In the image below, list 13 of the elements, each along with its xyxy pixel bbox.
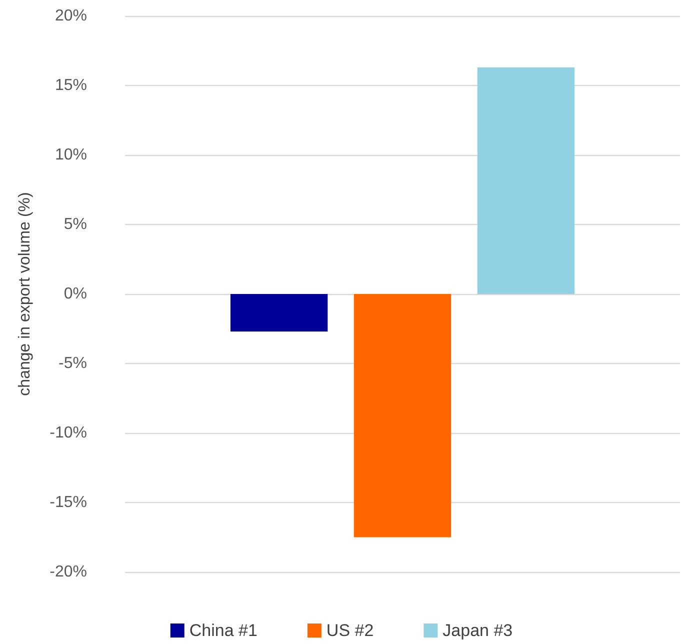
y-tick-label: 10% [54,146,87,164]
y-tick-label: 15% [54,77,87,94]
legend-label: US #2 [326,621,374,640]
y-tick-label: -5% [58,355,87,372]
y-axis-title: change in export volume (%) [16,192,34,396]
y-tick-label: -20% [50,564,87,580]
y-tick-label: -15% [50,494,87,511]
y-tick-label: -10% [50,424,87,442]
y-tick-label: 20% [54,8,87,24]
legend-label: China #1 [189,621,258,640]
legend-label: Japan #3 [442,621,513,640]
y-tick-label: 5% [64,216,87,233]
y-tick-label: 0% [64,286,87,302]
